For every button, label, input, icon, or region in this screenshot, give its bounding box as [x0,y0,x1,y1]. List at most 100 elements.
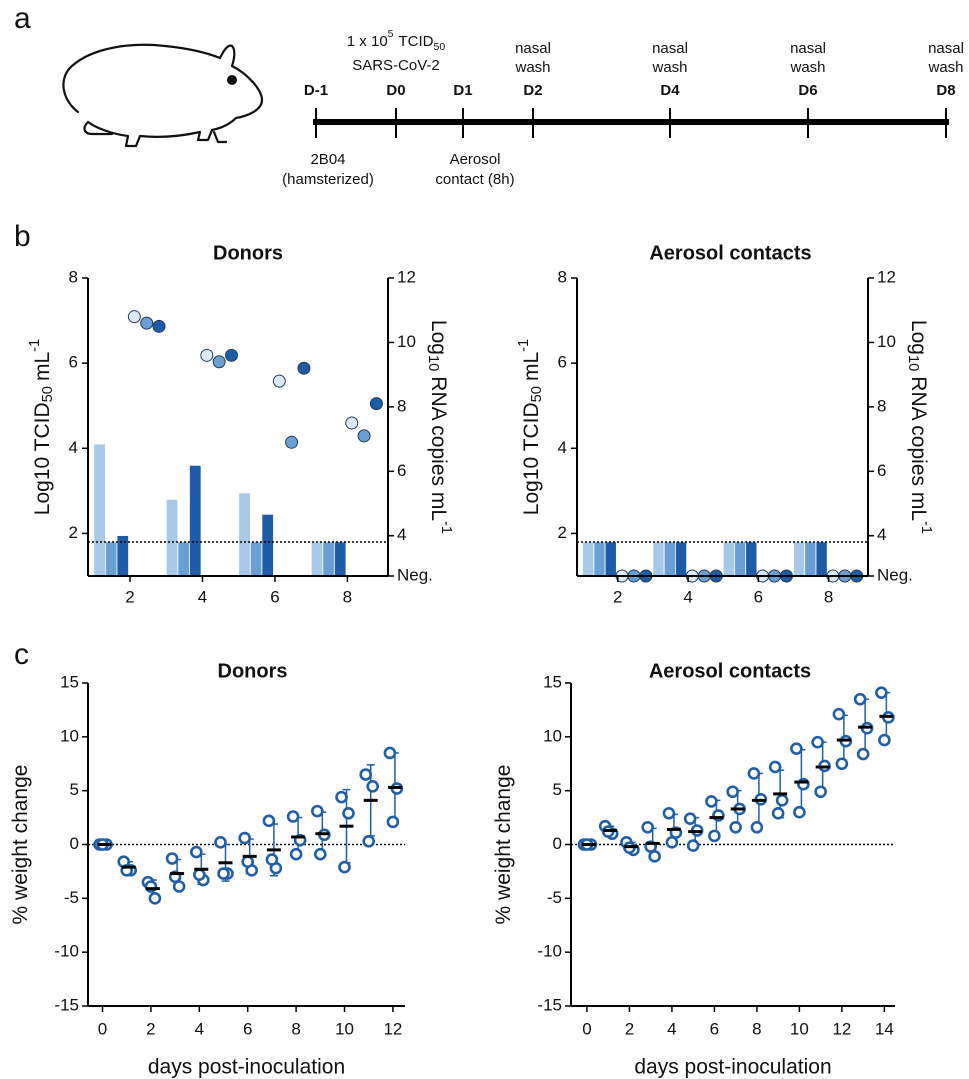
y-axis-label-part: -1 [516,339,532,352]
panel-label: c [14,638,29,671]
dot [272,374,286,388]
bar [177,541,190,577]
bar [582,541,595,577]
y-axis-label-part: Log10 TCID [31,402,54,515]
point [335,790,348,804]
point [386,815,400,829]
dot [224,348,238,362]
y-tick-label: -10 [54,942,79,961]
bar [238,492,251,577]
bar [745,541,758,577]
bar [663,541,676,577]
panel-label: a [14,2,31,35]
y2-axis-label-part: 10 [425,355,441,371]
point [665,836,679,849]
point [853,692,867,706]
x-tick-label: 10 [335,1019,354,1038]
hamster-eye [227,75,237,85]
x-tick-label: 4 [667,1019,676,1038]
point [238,831,252,845]
y2-tick-label: 8 [877,396,886,415]
event-above: nasal [790,40,826,57]
bar [310,541,324,577]
point [366,780,380,793]
event-below: 2B04 [310,151,345,168]
point [793,805,806,819]
x-axis-label: days post-inoculation [634,1056,831,1079]
inoculum-part: 5 [388,28,394,40]
y-axis-label-part: 50 [40,386,56,402]
y-tick-label: -15 [537,995,562,1014]
y-tick-label: 15 [60,672,79,691]
x-tick-label: 2 [146,1019,155,1038]
y-tick-label: -5 [64,888,79,907]
chart-title: Donors [218,660,288,682]
x-tick-label: 12 [832,1019,851,1038]
point [338,860,351,874]
point [286,810,300,823]
x-tick-label: 6 [710,1019,719,1038]
dot [127,310,141,324]
point [686,839,700,852]
y2-tick-label: 10 [877,332,896,351]
bar [793,541,806,577]
dot [357,429,371,443]
bar [189,464,202,577]
point [750,820,764,834]
point [265,853,279,866]
point [641,820,654,834]
event-above: wash [789,59,825,76]
y-axis-label-part: mL [520,352,543,381]
point [726,785,739,799]
point [262,814,276,828]
y-tick-label: 15 [543,672,562,691]
x-tick-label: 0 [98,1019,107,1038]
x-tick-label: 10 [790,1019,809,1038]
y-axis-label: Log10 TCID50 mL-1 [27,339,56,515]
y2-tick-label: 4 [877,525,886,544]
point [362,834,376,848]
y2-tick-label: Neg. [877,565,913,584]
bar [93,443,106,577]
day-label: D4 [660,82,680,99]
y-axis-label-part: % weight change [9,765,32,925]
chart-title: Aerosol contacts [649,242,811,264]
y-tick-label: 4 [558,438,567,457]
y-tick-label: 8 [69,267,78,286]
bar [722,541,735,577]
y2-tick-label: 6 [397,461,406,480]
event-above: wash [927,59,963,76]
y-axis-label: % weight change [9,765,32,925]
y-axis-label: % weight change [492,765,515,925]
y2-tick-label: 6 [877,461,886,480]
point [289,847,303,861]
point [768,760,782,774]
event-above: nasal [652,40,688,57]
y2-axis-label-part: Log [427,320,450,355]
point [148,892,162,905]
virus: SARS-CoV-2 [352,57,440,74]
inoculum-part: 50 [434,41,446,53]
point [705,795,718,808]
bar [333,541,347,577]
x-axis-label: days post-inoculation [148,1056,345,1079]
y2-axis-label: Log10 RNA copies mL-1 [425,320,454,534]
y2-axis-label: Log10 RNA copies mL-1 [905,320,934,534]
point [835,757,849,771]
day-label: D1 [453,82,472,99]
bar [804,541,817,577]
chart-title: Aerosol contacts [649,660,811,682]
dot [345,416,359,430]
y-tick-label: 2 [558,523,567,542]
y-tick-label: 0 [70,834,79,853]
point [747,767,761,780]
point [814,785,827,799]
y-tick-label: 5 [70,780,79,799]
bar [249,541,263,577]
x-tick-label: 6 [243,1019,252,1038]
y2-axis-label-part: Log [907,320,930,355]
panel-label: b [14,220,31,253]
bar [261,513,274,577]
dot [285,435,299,449]
